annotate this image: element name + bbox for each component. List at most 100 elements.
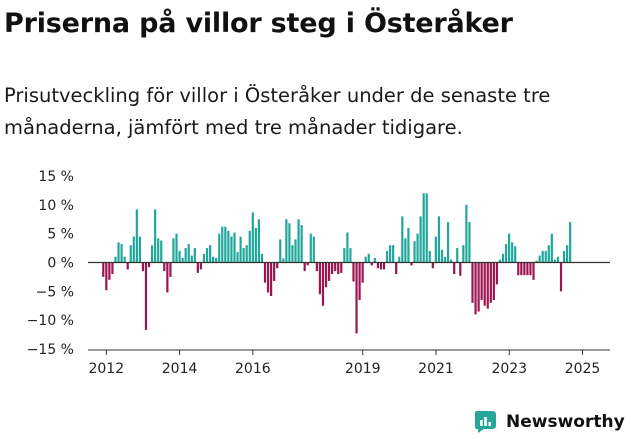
bar [151, 245, 154, 263]
bar [352, 262, 355, 282]
x-tick-label: 2023 [491, 361, 527, 377]
bar [370, 262, 373, 266]
x-tick-label: 2021 [418, 361, 454, 377]
bar [486, 262, 489, 309]
bar [181, 257, 184, 263]
bar [199, 262, 203, 270]
bar [193, 248, 196, 263]
bar [517, 262, 520, 276]
y-tick-label: −5 % [36, 284, 74, 300]
bar [141, 262, 145, 272]
bar [471, 262, 474, 303]
bar-chart: 15 %10 %5 %0 %−5 %−10 %−15 % 2012 2014 201… [27, 160, 610, 377]
bar [324, 262, 328, 288]
bar [297, 219, 300, 263]
bar [196, 262, 199, 273]
bar [526, 262, 529, 276]
bar [218, 233, 221, 263]
bar [144, 262, 148, 330]
bar [245, 245, 248, 263]
y-tick-label: 15 % [38, 169, 74, 185]
bar [312, 236, 315, 263]
bar [495, 262, 499, 285]
bar [541, 250, 544, 263]
bar [236, 252, 239, 263]
bar [483, 262, 486, 306]
bar [398, 256, 401, 263]
brand-logo[interactable]: Newsworthy [474, 408, 625, 436]
bar [453, 262, 456, 275]
bar [569, 222, 572, 263]
bar [446, 222, 450, 263]
bar [273, 262, 276, 281]
bar [544, 250, 547, 263]
bar [257, 219, 260, 263]
bar [163, 262, 166, 272]
bar [202, 253, 206, 263]
bar [157, 238, 160, 263]
bar [410, 262, 413, 266]
bar [547, 245, 550, 263]
bar [114, 256, 117, 263]
bar [190, 255, 193, 263]
bar [367, 253, 370, 263]
bar [343, 248, 346, 263]
bar [187, 244, 190, 263]
brand-name: Newsworthy [506, 412, 625, 432]
newsworthy-icon [475, 411, 496, 433]
bar [349, 248, 352, 263]
x-tick-label: 2012 [88, 361, 124, 377]
bar [172, 238, 175, 263]
bar [389, 245, 392, 263]
x-tick-label: 2016 [235, 361, 271, 377]
bar [523, 262, 526, 276]
bar [440, 249, 444, 263]
bar [266, 262, 270, 293]
bar [126, 262, 129, 270]
bar [422, 193, 425, 263]
bar [184, 248, 187, 263]
bar [480, 262, 483, 300]
bar [108, 262, 111, 280]
bar [355, 262, 358, 334]
bar [178, 250, 181, 263]
bar [550, 233, 553, 263]
bar [294, 239, 297, 263]
bar [413, 241, 416, 263]
bar [166, 262, 169, 293]
bar [331, 262, 334, 275]
bar [443, 256, 447, 263]
bar [538, 255, 541, 263]
bar [392, 245, 395, 263]
bar [520, 262, 523, 276]
bar [160, 240, 163, 263]
bar [419, 216, 422, 263]
bar [154, 209, 157, 263]
chart-title: Priserna på villor steg i Österåker [4, 8, 513, 39]
y-tick-label: −10 % [27, 313, 74, 329]
bar [321, 262, 325, 306]
bar [401, 216, 404, 263]
bar [239, 236, 242, 263]
bar [263, 262, 267, 283]
bar [346, 232, 349, 263]
y-tick-label: 5 % [47, 227, 74, 243]
bar [132, 236, 135, 263]
bar [428, 250, 431, 263]
bar [407, 227, 410, 263]
bar [529, 262, 532, 276]
bar [462, 245, 465, 263]
y-tick-label: 10 % [38, 198, 74, 214]
bar [465, 204, 468, 263]
bar [260, 253, 264, 263]
bar [553, 259, 556, 263]
bar [282, 258, 285, 263]
bar [468, 222, 471, 263]
bar [120, 244, 123, 263]
bar [147, 262, 151, 268]
bar [300, 225, 303, 263]
bar [129, 245, 132, 263]
bar [361, 262, 364, 283]
bar [395, 262, 398, 275]
bar [315, 262, 318, 272]
